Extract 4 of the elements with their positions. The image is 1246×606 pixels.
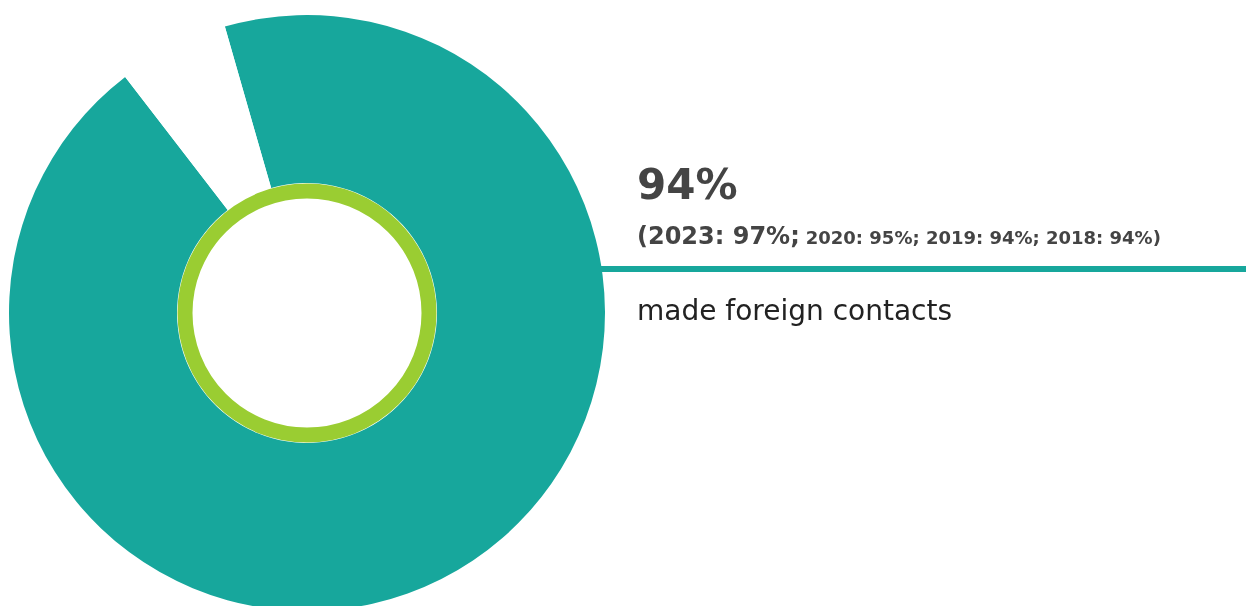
- text: (2023: 97%;: [637, 222, 800, 250]
- data-label: 94%: [637, 160, 738, 210]
- slice-label: made foreign contacts: [637, 294, 953, 327]
- text: 2020: 95%; 2019: 94%; 2018: 94%): [805, 227, 1161, 248]
